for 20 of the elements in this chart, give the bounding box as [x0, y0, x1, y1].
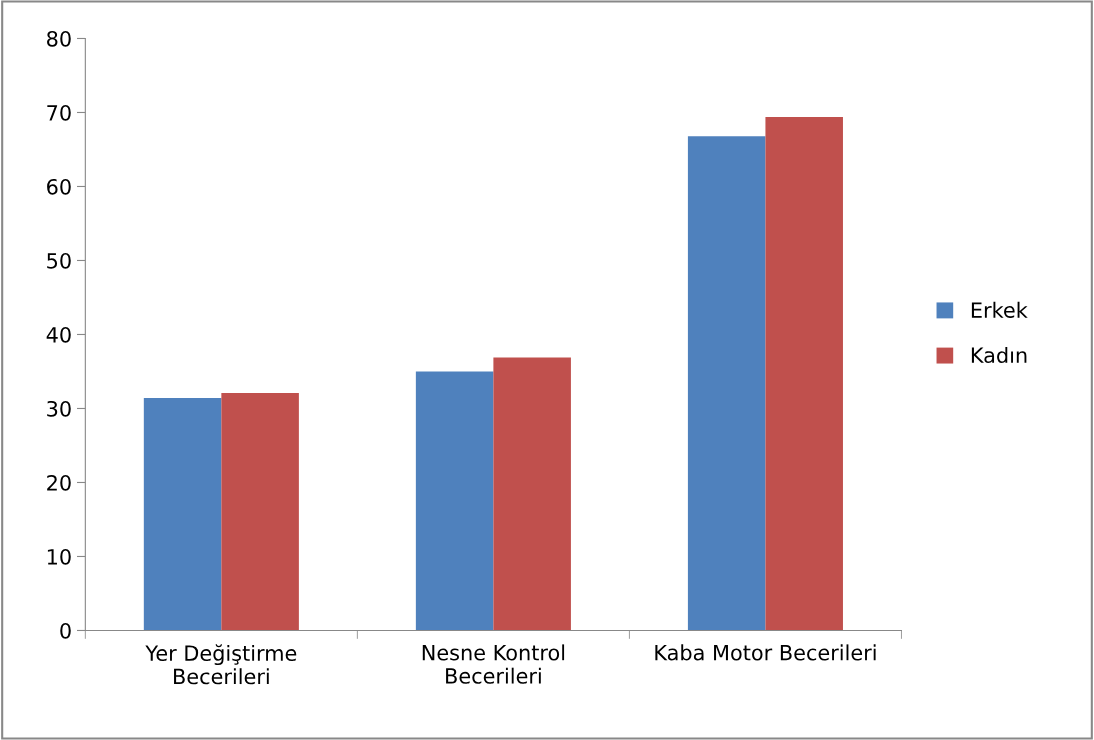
legend-label: Kadın [971, 346, 1027, 364]
bar [687, 136, 766, 631]
y-tick-label: 20 [47, 474, 71, 491]
bar [415, 371, 494, 631]
legend-label: Erkek [971, 301, 1028, 318]
y-tick-label: 80 [47, 30, 71, 47]
x-tick-label: Yer Değiştirme Becerileri [145, 644, 297, 685]
y-tick-label: 0 [60, 622, 71, 639]
x-tick-label: Nesne Kontrol Becerileri [422, 644, 565, 684]
bar [143, 398, 222, 631]
x-tick-label: Kaba Motor Becerileri [655, 644, 876, 661]
y-tick-label: 10 [47, 548, 71, 565]
y-tick-label: 40 [46, 326, 71, 343]
bar [765, 116, 843, 631]
y-tick-label: 50 [47, 252, 71, 269]
y-tick-label: 60 [47, 178, 71, 195]
y-tick-label: 70 [47, 104, 71, 121]
bar [493, 357, 571, 631]
y-tick-label: 30 [47, 400, 71, 417]
bar [221, 392, 299, 631]
